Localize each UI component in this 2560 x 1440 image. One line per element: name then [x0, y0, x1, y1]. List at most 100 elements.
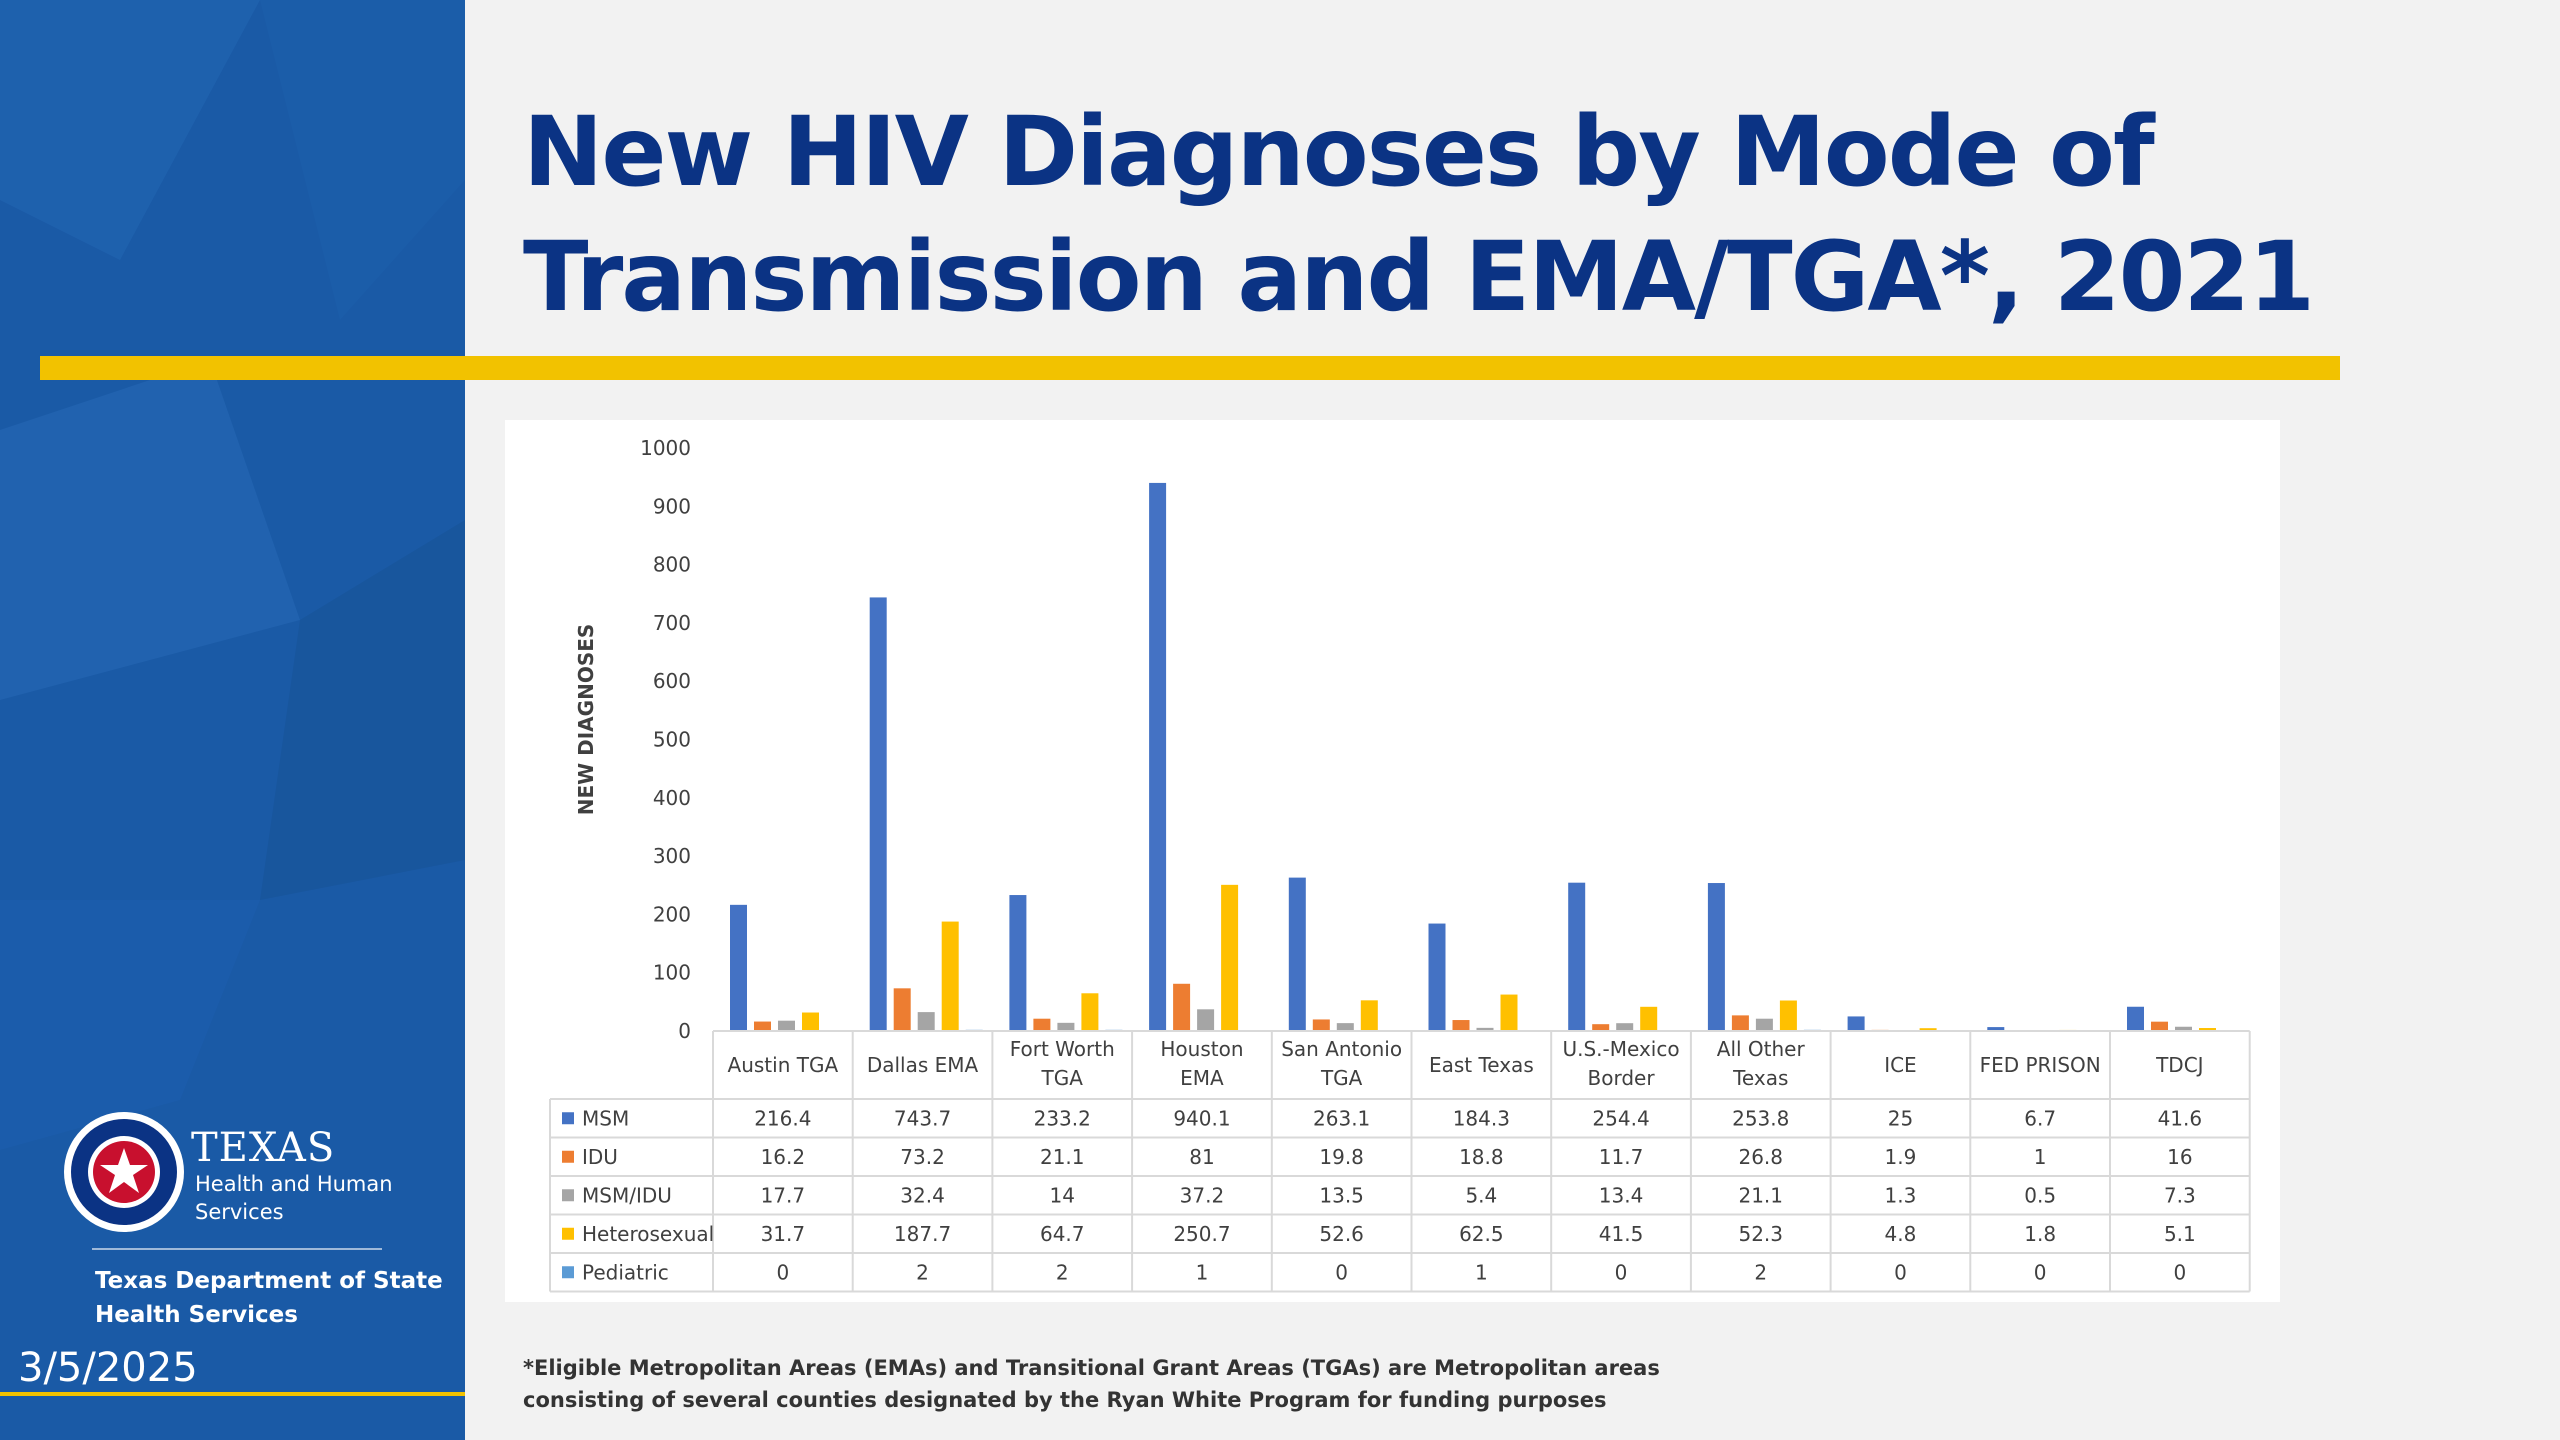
table-cell-value: 64.7 [1040, 1222, 1085, 1246]
table-cell-value: 52.3 [1738, 1222, 1783, 1246]
table-cell-value: 743.7 [894, 1106, 951, 1130]
bar-idu-6 [1592, 1024, 1610, 1031]
table-cell-value: 1.3 [1885, 1183, 1917, 1207]
bar-idu-4 [1312, 1019, 1330, 1031]
bar-msm-idu-7 [1755, 1018, 1773, 1031]
x-category-label-line-1: Houston [1160, 1037, 1243, 1061]
legend-key-pediatric [562, 1266, 574, 1279]
y-tick-label: 200 [653, 902, 691, 926]
y-tick-label: 900 [653, 494, 691, 518]
y-tick-label: 0 [678, 1019, 691, 1043]
legend-key-idu [562, 1150, 574, 1163]
y-tick-label: 800 [653, 553, 691, 577]
bar-heterosexual-6 [1640, 1006, 1658, 1031]
table-cell-value: 0 [1894, 1260, 1907, 1284]
table-cell-value: 2 [1754, 1260, 1767, 1284]
bar-msm-idu-4 [1336, 1023, 1354, 1031]
table-cell-value: 250.7 [1173, 1222, 1230, 1246]
bar-msm-3 [1149, 482, 1167, 1031]
logo-wordmark: TEXAS [191, 1125, 336, 1171]
bar-msm-8 [1847, 1016, 1865, 1031]
bar-heterosexual-7 [1779, 1000, 1797, 1031]
x-category-label: ICE [1884, 1053, 1917, 1077]
bar-msm-idu-1 [917, 1012, 935, 1031]
department-name-line-2: Health Services [95, 1302, 298, 1328]
footnote-line-2: consisting of several counties designate… [523, 1388, 1607, 1412]
table-cell-value: 13.5 [1319, 1183, 1364, 1207]
x-category-label: Dallas EMA [867, 1053, 979, 1077]
y-tick-label: 1000 [640, 436, 691, 460]
sidebar-background [0, 0, 465, 1150]
legend-label: Pediatric [582, 1260, 669, 1284]
table-cell-value: 187.7 [894, 1222, 951, 1246]
x-category-label: TDCJ [2155, 1053, 2203, 1077]
bar-heterosexual-2 [1081, 993, 1099, 1031]
legend-label: MSM [582, 1106, 629, 1130]
table-cell-value: 16.2 [761, 1145, 806, 1169]
table-cell-value: 0.5 [2024, 1183, 2056, 1207]
bar-heterosexual-4 [1360, 1000, 1378, 1031]
table-cell-value: 73.2 [900, 1145, 945, 1169]
table-cell-value: 62.5 [1459, 1222, 1504, 1246]
texas-hhs-seal-icon [64, 1112, 184, 1232]
bar-msm-idu-6 [1616, 1023, 1634, 1031]
date-underline [0, 1392, 465, 1396]
table-cell-value: 0 [1615, 1260, 1628, 1284]
table-cell-value: 21.1 [1040, 1145, 1085, 1169]
y-tick-label: 300 [653, 844, 691, 868]
table-cell-value: 4.8 [1885, 1222, 1917, 1246]
y-tick-label: 600 [653, 669, 691, 693]
table-cell-value: 13.4 [1599, 1183, 1644, 1207]
bar-idu-2 [1033, 1018, 1051, 1031]
table-cell-value: 940.1 [1173, 1106, 1230, 1130]
slide-title-line-2: Transmission and EMA/TGA*, 2021 [523, 221, 2315, 333]
table-cell-value: 32.4 [900, 1183, 945, 1207]
bar-msm-4 [1288, 877, 1306, 1031]
bar-msm-idu-0 [778, 1020, 795, 1031]
table-cell-value: 41.6 [2158, 1106, 2203, 1130]
table-cell-value: 253.8 [1732, 1106, 1789, 1130]
y-tick-label: 700 [653, 611, 691, 635]
bar-msm-idu-2 [1057, 1022, 1075, 1031]
bar-msm-7 [1707, 883, 1725, 1031]
table-cell-value: 7.3 [2164, 1183, 2196, 1207]
bar-msm-0 [730, 904, 747, 1031]
footnote: *Eligible Metropolitan Areas (EMAs) and … [523, 1352, 2423, 1416]
x-category-label: East Texas [1429, 1053, 1534, 1077]
table-cell-value: 18.8 [1459, 1145, 1504, 1169]
bar-heterosexual-5 [1500, 994, 1518, 1031]
table-cell-value: 1 [1196, 1260, 1209, 1284]
table-cell-value: 5.1 [2164, 1222, 2196, 1246]
bar-heterosexual-10 [2199, 1028, 2216, 1031]
bar-idu-10 [2151, 1021, 2168, 1031]
table-cell-value: 1.8 [2024, 1222, 2056, 1246]
logo-divider [92, 1248, 382, 1250]
y-axis-title: NEW DIAGNOSES [574, 624, 598, 816]
x-category-label-line-2: Texas [1732, 1066, 1788, 1090]
table-cell-value: 14 [1050, 1183, 1075, 1207]
footnote-line-1: *Eligible Metropolitan Areas (EMAs) and … [523, 1356, 1660, 1380]
chart-panel: 0 100 200 300 400 500 600 700 800 900 1000 NEW DIAG… [505, 420, 2280, 1302]
legend-label: MSM/IDU [582, 1183, 672, 1207]
legend-key-msm [562, 1112, 574, 1125]
bar-msm-10 [2127, 1006, 2144, 1031]
table-cell-value: 0 [2173, 1260, 2186, 1284]
bar-idu-5 [1452, 1020, 1470, 1031]
x-category-label-line-1: U.S.-Mexico [1562, 1037, 1679, 1061]
logo-subtitle-line-1: Health and Human [195, 1172, 393, 1196]
department-name-line-1: Texas Department of State [95, 1268, 443, 1294]
table-cell-value: 25 [1888, 1106, 1913, 1130]
table-cell-value: 31.7 [761, 1222, 806, 1246]
table-cell-value: 254.4 [1592, 1106, 1649, 1130]
x-category-label-line-2: TGA [1041, 1066, 1084, 1090]
table-cell-value: 2 [916, 1260, 929, 1284]
bar-msm-idu-10 [2175, 1026, 2192, 1031]
title-underline-arrow [40, 356, 2340, 380]
table-cell-value: 21.1 [1738, 1183, 1783, 1207]
slide-title-line-1: New HIV Diagnoses by Mode of [523, 96, 2155, 208]
table-cell-value: 0 [1335, 1260, 1348, 1284]
bar-msm-1 [869, 597, 887, 1031]
y-tick-label: 400 [653, 786, 691, 810]
x-category-label: Austin TGA [728, 1053, 839, 1077]
table-cell-value: 81 [1189, 1145, 1214, 1169]
